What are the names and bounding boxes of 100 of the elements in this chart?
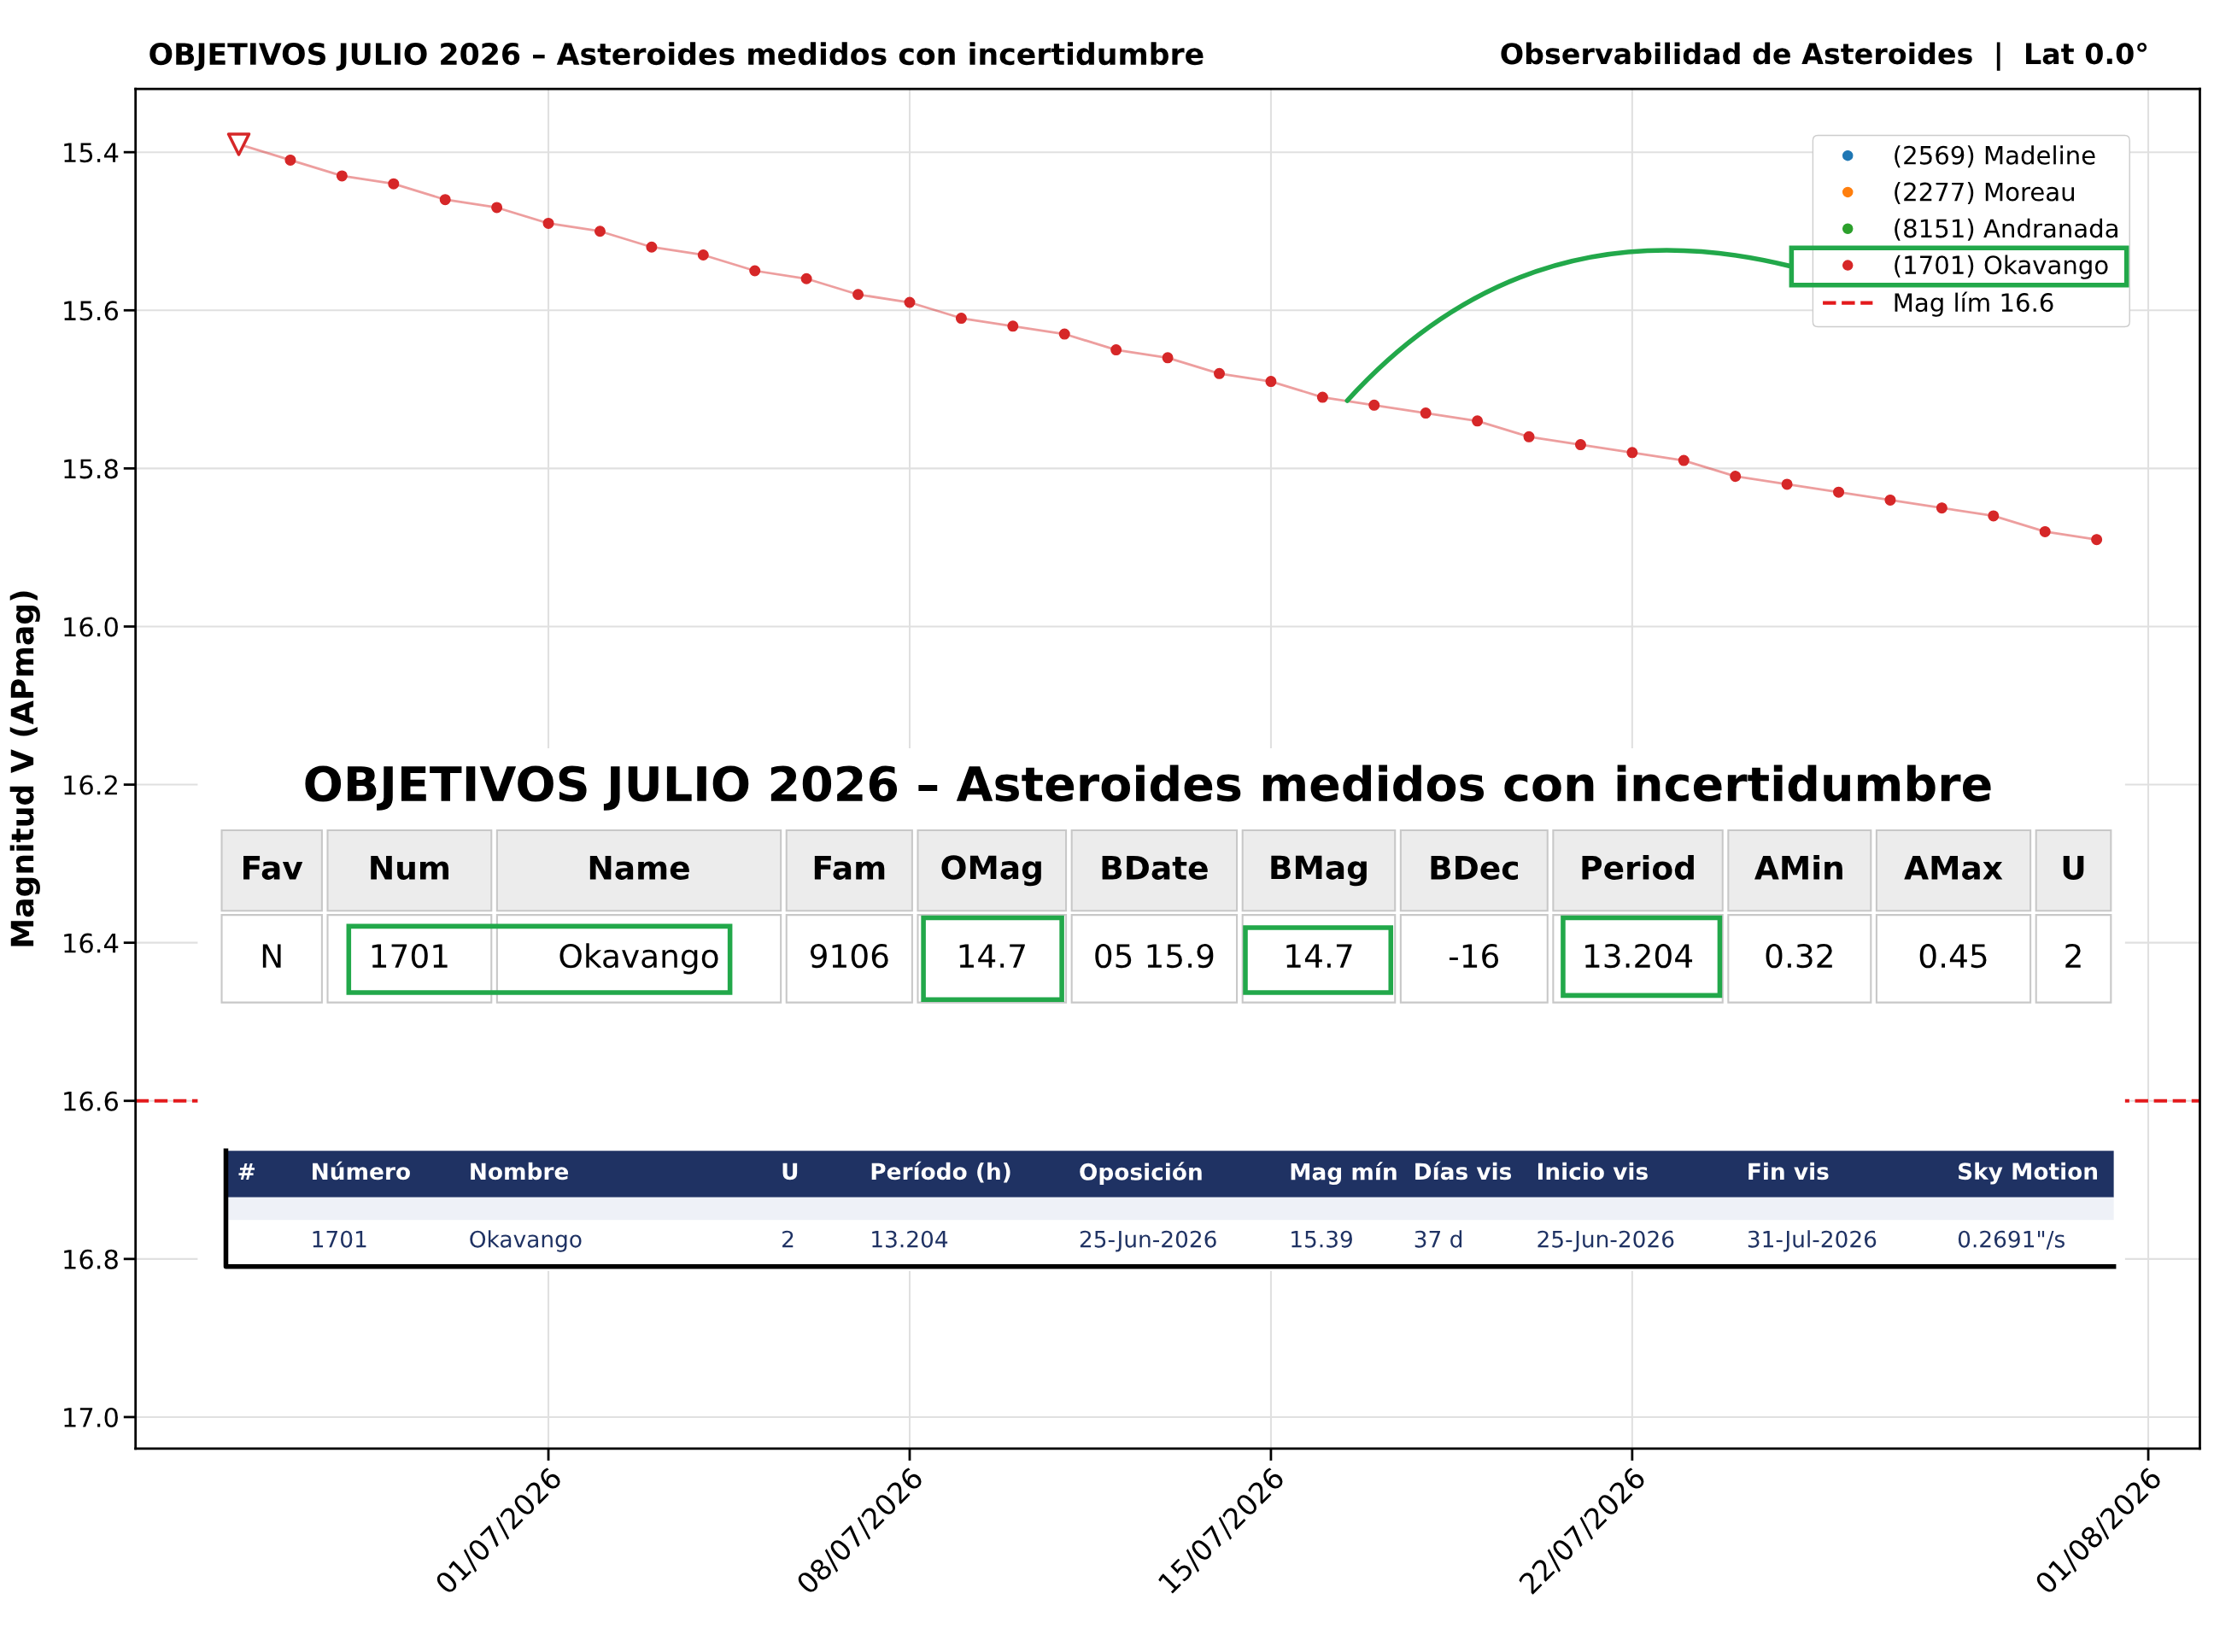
point [1730, 471, 1742, 483]
y-tick-label: 15.4 [64, 143, 119, 163]
point [697, 249, 709, 261]
annotation: 15.39 [1292, 1230, 1352, 1248]
annotation: Número [313, 1161, 410, 1180]
annotation: 14.7 [959, 944, 1025, 968]
point [1626, 447, 1638, 459]
annotation: Okavango [470, 1230, 582, 1252]
y-tick-label: 16.6 [64, 1091, 119, 1111]
annotation: 05 15.9 [1095, 943, 1214, 969]
annotation: 2 [782, 1230, 794, 1248]
y-tick-label: 16.4 [64, 933, 119, 953]
point [1316, 391, 1328, 403]
annotation: Oposición [1080, 1162, 1202, 1185]
point [749, 265, 761, 277]
y-tick-label: 16.2 [64, 775, 117, 795]
annotation: Inicio vis [1538, 1162, 1648, 1180]
annotation: Fam [814, 856, 885, 880]
annotation: # [238, 1163, 255, 1180]
y-tick-label: 15.8 [64, 459, 118, 479]
point [1368, 399, 1380, 411]
point [1936, 502, 1948, 514]
annotation: Fin vis [1748, 1162, 1829, 1180]
legend-label: (8151) Andranada [1895, 218, 2117, 241]
point [1058, 328, 1070, 340]
annotation: AMax [1904, 856, 2003, 880]
annotation: 1701 [313, 1230, 366, 1248]
point [955, 313, 967, 325]
annotation: 31-Jul-2026 [1748, 1230, 1877, 1252]
annotation: OMag [941, 855, 1041, 887]
point [1884, 494, 1896, 506]
annotation: N [262, 944, 281, 968]
annotation: U [2063, 856, 2084, 880]
annotation: BDate [1102, 856, 1208, 880]
annotation: AMin [1754, 854, 1842, 880]
annotation: BMag [1271, 855, 1367, 887]
point [646, 241, 658, 253]
annotation: 9106 [810, 943, 888, 969]
annotation: Nombre [471, 1162, 569, 1180]
point [1833, 486, 1845, 498]
chart-title: OBJETIVOS JULIO 2026 – Asteroides medidos con incertidumbre [149, 42, 1204, 71]
chart-subtitle: Observabilidad de Asteroides | Lat 0.0° [1501, 42, 2147, 71]
point [1472, 415, 1484, 427]
y-tick-label: 17.0 [64, 1407, 118, 1427]
annotation: 25-Jun-2026 [1538, 1230, 1674, 1252]
y-axis-title: Magnitud V (APmag) [9, 591, 40, 946]
point [1678, 454, 1690, 466]
annotation: Name [589, 856, 689, 880]
legend-label: Mag lím 16.6 [1895, 291, 2053, 317]
point [2039, 525, 2051, 537]
annotation: 2 [2065, 943, 2081, 968]
point [284, 154, 296, 166]
point [1265, 376, 1277, 388]
point [1988, 510, 2000, 522]
annotation: 0.2691"/s [1958, 1230, 2065, 1250]
annotation: 37 d [1414, 1230, 1462, 1248]
annotation: Días vis [1415, 1161, 1512, 1180]
annotation: BDec [1431, 856, 1518, 880]
annotation: 1701 [372, 943, 448, 969]
point [491, 202, 503, 214]
annotation: 0.32 [1766, 943, 1832, 969]
annotation: -16 [1450, 943, 1499, 969]
point [388, 178, 400, 190]
annotation: Período (h) [871, 1161, 1010, 1183]
point [1213, 367, 1226, 379]
legend-label: (2277) Moreau [1895, 182, 2074, 204]
annotation: Okavango [559, 943, 718, 975]
point [1420, 407, 1432, 419]
point [1781, 478, 1793, 490]
point [800, 272, 812, 284]
point [1523, 431, 1535, 442]
point [1574, 439, 1586, 451]
y-tick-label: 16.0 [64, 617, 118, 637]
point [852, 289, 864, 301]
annotation: U [782, 1163, 798, 1180]
annotation: Fav [243, 856, 303, 880]
legend-label: (1701) Okavango [1895, 255, 2108, 279]
point [2091, 534, 2103, 546]
point [542, 217, 554, 229]
annotation: 25-Jun-2026 [1080, 1230, 1216, 1252]
annotation: Sky Motion [1959, 1162, 2097, 1185]
annotation: Period [1582, 854, 1694, 880]
annotation: 13.204 [872, 1230, 948, 1248]
point [904, 296, 916, 308]
legend-label: (2569) Madeline [1895, 145, 2095, 168]
point [1110, 344, 1122, 356]
annotation: 13.204 [1585, 943, 1693, 969]
point [1162, 352, 1174, 364]
annotation: 0.45 [1919, 943, 1987, 969]
annotation: 14.7 [1286, 944, 1352, 968]
annotation: Mag mín [1291, 1162, 1397, 1186]
y-tick-label: 15.6 [64, 301, 119, 321]
point [336, 170, 348, 182]
point [439, 194, 451, 206]
point [226, 132, 251, 156]
point [594, 226, 606, 237]
y-tick-label: 16.8 [64, 1249, 118, 1269]
annotation: OBJETIVOS JULIO 2026 – Asteroides medidos con incertidumbre [305, 764, 1991, 811]
point [1007, 320, 1019, 332]
annotation: Num [371, 856, 448, 880]
